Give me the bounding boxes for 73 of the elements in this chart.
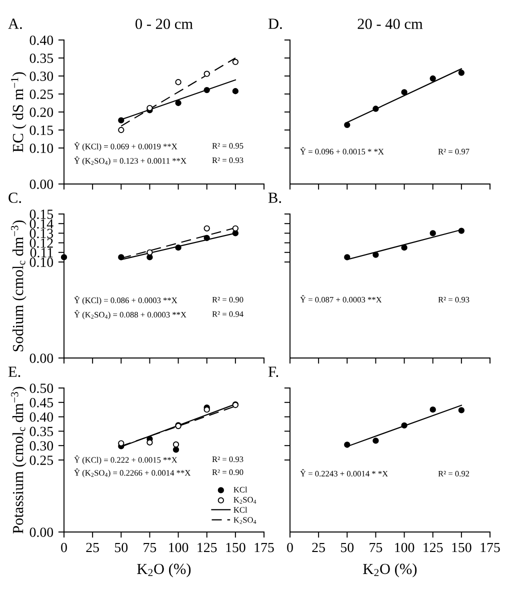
- x-tick-label: 100: [395, 542, 414, 552]
- x-tick-label: 50: [115, 542, 128, 552]
- text: F.: [268, 366, 278, 377]
- y-tick-label: 0.30: [30, 72, 54, 82]
- annotation: Ŷ (K$_{2}$SO$_{4}$) = 0.088 + 0.0003 **X: [74, 310, 186, 320]
- y-tick-label: 0.20: [30, 108, 54, 118]
- chart-title: 20 - 40 cm: [358, 18, 423, 30]
- text: A.: [8, 18, 22, 29]
- x-axis-title: K$_{2}$O (%): [137, 563, 191, 578]
- y-tick-label: 0.00: [30, 528, 54, 538]
- annotation: R² = 0.93: [212, 157, 244, 164]
- y-tick-label: 0.13: [30, 228, 54, 238]
- x-tick-label: 175: [254, 542, 274, 552]
- y-tick-label: 0.00: [30, 180, 54, 190]
- x-axis-title: K$_{2}$O (%): [363, 563, 417, 578]
- y-tick-label: 0.00: [30, 354, 54, 364]
- text: B.: [268, 192, 281, 203]
- annotation: R² = 0.90: [212, 469, 244, 476]
- x-tick-label: 25: [86, 542, 99, 552]
- y-tick-label: 0.30: [30, 441, 54, 451]
- annotation: Ŷ (K$_{2}$SO$_{4}$) = 0.2266 + 0.0014 **X: [74, 468, 191, 478]
- x-tick-label: 75: [144, 542, 156, 552]
- annotation: Ŷ = 0.087 + 0.0003 **X: [300, 295, 382, 303]
- x-tick-label: 125: [424, 542, 443, 552]
- y-axis-title: Potassium (cmol$_{c}$ dm$^{−3}$): [11, 386, 26, 534]
- y-tick-label: 0.50: [30, 384, 54, 394]
- legend-label: K$_{2}$SO$_{4}$: [234, 517, 256, 524]
- annotation: Ŷ (KCl) = 0.222 + 0.0015 **X: [74, 456, 178, 464]
- y-axis-title: EC ( dS m$^{−1}$): [11, 72, 26, 152]
- text: C.: [8, 192, 21, 203]
- legend-label: KCl: [234, 486, 248, 492]
- annotation: Ŷ (KCl) = 0.086 + 0.0003 **X: [74, 296, 178, 305]
- text: E.: [8, 366, 20, 377]
- annotation: Ŷ (KCl) = 0.069 + 0.0019 **X: [74, 142, 178, 152]
- y-tick-label: 0.35: [30, 54, 54, 64]
- chart-title: 0 - 20 cm: [136, 18, 193, 30]
- y-tick-label: 0.15: [30, 126, 54, 136]
- annotation: R² = 0.92: [438, 470, 470, 477]
- annotation: R² = 0.93: [212, 456, 244, 462]
- x-tick-label: 175: [480, 542, 500, 552]
- annotation: R² = 0.95: [212, 143, 244, 149]
- x-tick-label: 25: [312, 542, 325, 552]
- annotation: R² = 0.97: [438, 148, 470, 154]
- x-tick-label: 100: [169, 542, 188, 552]
- y-tick-label: 0.25: [30, 456, 54, 466]
- y-axis-title: Sodium (cmol$_{c}$ dm$^{−3}$): [11, 220, 26, 352]
- annotation: Ŷ = 0.096 + 0.0015 * *X: [300, 147, 384, 154]
- annotation: Ŷ = 0.2243 + 0.0014 * *X: [300, 469, 388, 477]
- y-tick-label: 0.40: [30, 412, 54, 422]
- y-tick-label: 0.10: [30, 258, 54, 268]
- x-tick-label: 150: [226, 542, 246, 552]
- text: D.: [268, 18, 282, 29]
- y-tick-label: 0.10: [30, 144, 54, 154]
- legend-label: K$_{2}$SO$_{4}$: [234, 496, 256, 504]
- annotation: R² = 0.90: [212, 296, 244, 303]
- y-tick-label: 0.40: [30, 36, 54, 46]
- y-tick-label: 0.11: [30, 248, 53, 258]
- annotation: R² = 0.94: [212, 311, 244, 317]
- y-tick-label: 0.25: [30, 90, 54, 100]
- x-tick-label: 75: [370, 542, 382, 552]
- y-tick-label: 0.12: [30, 238, 53, 248]
- x-tick-label: 0: [287, 542, 293, 552]
- x-tick-label: 50: [341, 542, 354, 552]
- y-tick-label: 0.14: [30, 219, 54, 229]
- y-tick-label: 0.15: [30, 210, 54, 220]
- x-tick-label: 125: [198, 542, 217, 552]
- x-tick-label: 150: [452, 542, 472, 552]
- x-tick-label: 0: [61, 542, 67, 552]
- y-tick-label: 0.35: [30, 426, 54, 436]
- legend-label: KCl: [234, 506, 248, 513]
- annotation: Ŷ (K$_{2}$SO$_{4}$) = 0.123 + 0.0011 **X: [74, 156, 186, 166]
- annotation: R² = 0.93: [438, 296, 470, 303]
- y-tick-label: 0.45: [30, 398, 54, 408]
